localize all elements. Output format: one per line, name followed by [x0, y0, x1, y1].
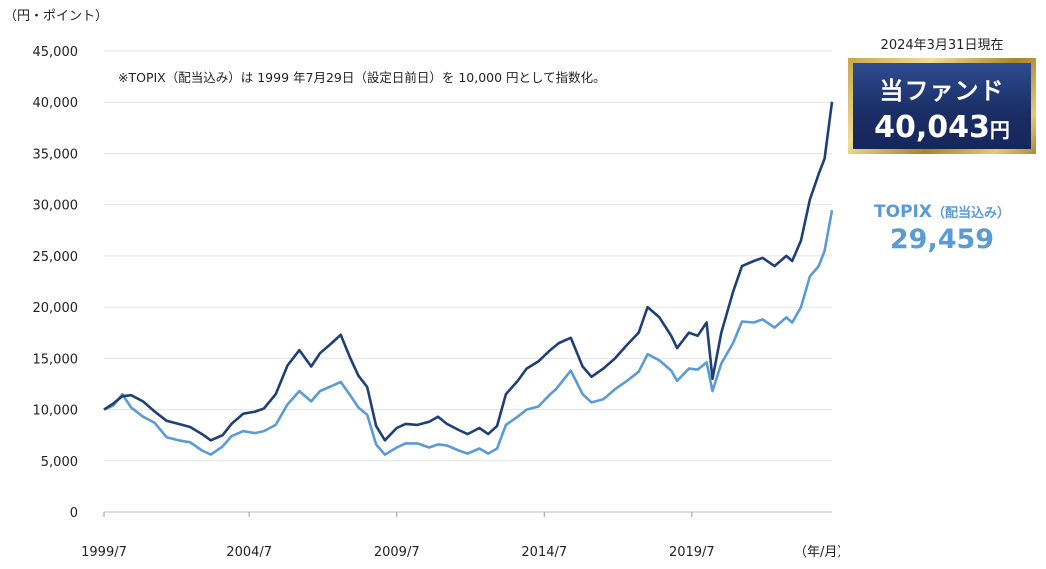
fund-value: 40,043 — [874, 110, 990, 145]
x-tick-label: 1999/7 — [81, 545, 127, 560]
y-tick-label: 35,000 — [33, 147, 79, 162]
fund-value-panel-inner: 当ファンド 40,043円 — [853, 63, 1031, 149]
topix-label: TOPIX（配当込み） — [848, 202, 1036, 222]
y-tick-label: 25,000 — [33, 250, 79, 265]
y-tick-label: 0 — [70, 506, 78, 521]
y-tick-label: 10,000 — [33, 404, 79, 419]
x-tick-label: 2004/7 — [226, 545, 272, 560]
fund-label: 当ファンド — [879, 77, 1005, 105]
topix-value: 29,459 — [889, 224, 995, 255]
topix-series-line — [103, 209, 834, 456]
x-unit-label: （年/月） — [794, 545, 840, 560]
series-lines — [103, 101, 834, 456]
x-tick-label: 2014/7 — [521, 545, 567, 560]
fund-unit: 円 — [989, 118, 1010, 142]
as-of-date: 2024年3月31日現在 — [880, 38, 1004, 53]
fund-value-panel: 当ファンド 40,043円 — [848, 58, 1036, 154]
chart-note: ※TOPIX（配当込み）は 1999 年7月29日（設定日前日）を 10,000… — [118, 70, 606, 85]
x-tick-label: 2019/7 — [669, 545, 715, 560]
fund-series-line — [103, 101, 834, 442]
y-unit-label: （円・ポイント） — [4, 9, 108, 24]
y-tick-label: 20,000 — [33, 301, 79, 316]
y-tick-label: 30,000 — [33, 199, 79, 214]
fund-value-row: 40,043円 — [853, 110, 1031, 145]
gridlines — [104, 50, 832, 513]
y-tick-label: 5,000 — [41, 455, 78, 470]
topix-label-main: TOPIX — [874, 202, 932, 222]
x-axis: 1999/7 2004/7 2009/7 2014/7 2019/7 — [81, 512, 715, 560]
y-axis: 0 5,000 10,000 15,000 20,000 25,000 30,000 35,0… — [33, 45, 79, 521]
topix-label-sub: （配当込み） — [931, 206, 1010, 221]
y-tick-label: 45,000 — [33, 45, 79, 60]
x-tick-label: 2009/7 — [374, 545, 420, 560]
line-chart: （円・ポイント） 0 5,000 10,000 15,000 20,000 25,000 3… — [4, 9, 840, 560]
y-tick-label: 15,000 — [33, 352, 79, 367]
y-tick-label: 40,000 — [33, 96, 79, 111]
